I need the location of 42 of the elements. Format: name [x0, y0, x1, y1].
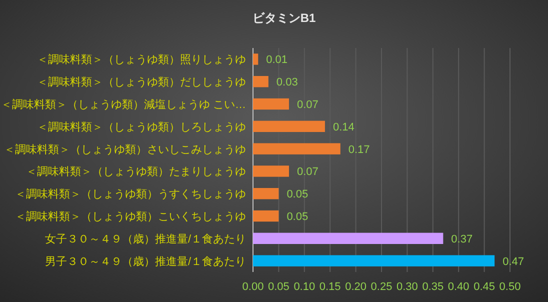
y-tick-label: ＜調味料類＞（しょうゆ類）だししょうゆ — [37, 76, 246, 89]
y-tick-label: ＜調味料類＞（しょうゆ類）たまりしょうゆ — [26, 165, 246, 178]
data-label: 0.01 — [266, 54, 288, 66]
bar — [253, 76, 268, 88]
y-tick-label: ＜調味料類＞（しょうゆ類）照りしょうゆ — [37, 53, 246, 66]
x-tick-label: 0.40 — [448, 281, 470, 293]
y-tick-label: ＜調味料類＞（しょうゆ類）減塩しょうゆ こい… — [0, 98, 246, 111]
x-tick-label: 0.10 — [294, 281, 316, 293]
chart-title: ビタミンB1 — [252, 11, 316, 25]
bar — [253, 98, 289, 110]
x-tick-label: 0.20 — [345, 281, 367, 293]
data-label: 0.05 — [286, 188, 308, 201]
x-tick-label: 0.00 — [242, 281, 264, 293]
data-label: 0.47 — [502, 256, 524, 268]
x-tick-label: 0.30 — [396, 281, 418, 293]
bar — [253, 143, 340, 154]
bar — [253, 188, 279, 200]
x-tick-label: 0.50 — [499, 281, 521, 293]
bar — [253, 232, 444, 244]
data-label: 0.37 — [451, 233, 473, 246]
x-tick-label: 0.05 — [268, 281, 290, 293]
x-tick-label: 0.45 — [474, 281, 496, 293]
y-tick-label: ＜調味料類＞（しょうゆ類）うすくちしょうゆ — [15, 188, 246, 201]
y-tick-label: 女子３０～４９（歳）推進量/１食あたり — [44, 232, 246, 246]
data-label: 0.03 — [276, 76, 298, 89]
bar — [253, 210, 279, 222]
y-tick-label: 男子３０～４９（歳）推進量/１食あたり — [44, 254, 246, 268]
y-tick-label: ＜調味料類＞（しょうゆ類）さいしこみしょうゆ — [4, 142, 246, 156]
data-label: 0.05 — [286, 211, 308, 223]
y-tick-label: ＜調味料類＞（しょうゆ類）こいくちしょうゆ — [15, 210, 246, 223]
y-tick-label: ＜調味料類＞（しょうゆ類）しろしょうゆ — [37, 120, 246, 134]
bar — [253, 120, 325, 132]
data-label: 0.07 — [296, 99, 318, 111]
data-label: 0.17 — [348, 144, 370, 156]
x-tick-label: 0.35 — [422, 281, 444, 293]
data-label: 0.14 — [332, 121, 354, 134]
x-tick-label: 0.15 — [319, 281, 341, 293]
bar — [253, 255, 495, 266]
bar — [253, 166, 289, 177]
bar — [253, 54, 258, 65]
data-label: 0.07 — [296, 166, 318, 178]
x-tick-label: 0.25 — [370, 281, 392, 293]
